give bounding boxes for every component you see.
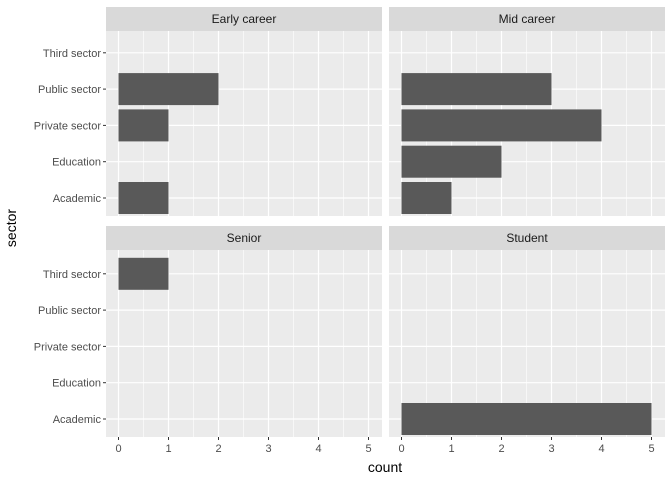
bar-academic xyxy=(118,182,169,214)
bar-education xyxy=(401,145,502,178)
facet-student: Student 0 1 2 3 4 5 xyxy=(389,226,665,455)
y-axis-title: sector xyxy=(3,209,19,247)
y-tick-label: Academic xyxy=(53,414,102,426)
bar-public-sector xyxy=(401,73,552,106)
x-tick-label: 3 xyxy=(265,443,271,455)
x-axis-title: count xyxy=(368,459,402,475)
y-tick-label: Third sector xyxy=(43,48,101,60)
bar-academic xyxy=(401,403,652,435)
x-tick-label: 4 xyxy=(315,443,321,455)
facet-strip xyxy=(389,226,665,250)
x-tick-label: 2 xyxy=(498,443,504,455)
facet-strip-label: Senior xyxy=(227,231,262,245)
facet-strip xyxy=(106,226,382,250)
y-tick-label: Education xyxy=(52,378,101,390)
y-tick-label: Public sector xyxy=(38,84,101,96)
x-tick-label: 4 xyxy=(598,443,604,455)
facet-early-career: Early career Academic Education Private sec… xyxy=(34,7,382,216)
facet-mid-career: Mid career xyxy=(389,7,665,216)
x-tick-label: 3 xyxy=(548,443,554,455)
y-tick-label: Private sector xyxy=(34,120,102,132)
x-tick-label: 2 xyxy=(215,443,221,455)
bar-private-sector xyxy=(401,109,602,142)
bar-public-sector xyxy=(118,73,219,106)
y-tick-label: Education xyxy=(52,157,101,169)
facet-strip-label: Student xyxy=(506,231,548,245)
x-tick-label: 1 xyxy=(448,443,454,455)
facet-strip xyxy=(389,7,665,31)
bar-academic xyxy=(401,182,452,214)
x-tick-label: 5 xyxy=(365,443,371,455)
x-tick-label: 1 xyxy=(165,443,171,455)
y-tick-label: Third sector xyxy=(43,269,101,281)
x-tick-label: 0 xyxy=(115,443,121,455)
y-tick-label: Private sector xyxy=(34,341,102,353)
facet-strip-label: Mid career xyxy=(499,12,556,26)
y-tick-label: Public sector xyxy=(38,305,101,317)
y-tick-label: Academic xyxy=(53,193,102,205)
bar-third-sector xyxy=(118,257,169,290)
facet-strip xyxy=(106,7,382,31)
x-tick-label: 0 xyxy=(398,443,404,455)
facet-strip-label: Early career xyxy=(212,12,277,26)
facet-senior: Senior Academic Education Private sector Pub… xyxy=(34,226,382,455)
x-tick-label: 5 xyxy=(648,443,654,455)
bar-private-sector xyxy=(118,109,169,142)
